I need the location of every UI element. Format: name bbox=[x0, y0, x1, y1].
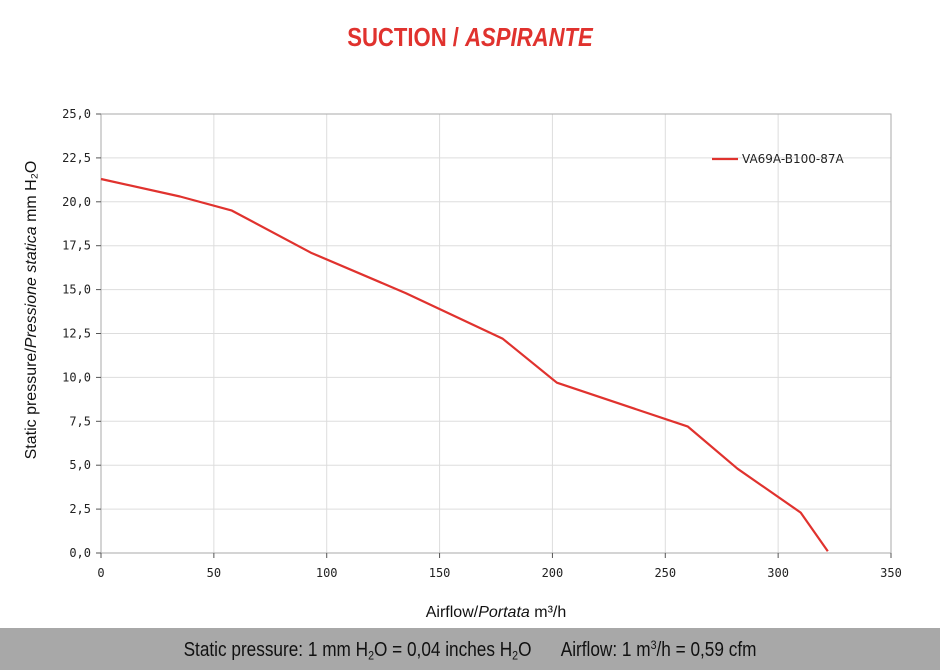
y-tick-label-7: 17,5 bbox=[62, 239, 91, 253]
x-tick-label-3: 150 bbox=[429, 566, 451, 580]
footer-bar bbox=[0, 628, 940, 670]
x-tick-label-4: 200 bbox=[542, 566, 564, 580]
y-tick-label-6: 15,0 bbox=[62, 283, 91, 297]
y-tick-label-4: 10,0 bbox=[62, 370, 91, 384]
y-tick-label-9: 22,5 bbox=[62, 151, 91, 165]
legend-label-0: VA69A-B100-87A bbox=[742, 152, 845, 166]
x-tick-label-6: 300 bbox=[767, 566, 789, 580]
x-tick-label-0: 0 bbox=[97, 566, 104, 580]
chart-grid bbox=[101, 114, 891, 553]
y-tick-label-10: 25,0 bbox=[62, 107, 91, 121]
y-tick-label-1: 2,5 bbox=[69, 502, 91, 516]
y-tick-label-3: 7,5 bbox=[69, 414, 91, 428]
footer-conversion-note: Static pressure: 1 mm H2O = 0,04 inches … bbox=[183, 638, 757, 663]
chart-title: SUCTION / ASPIRANTE bbox=[347, 22, 593, 52]
y-axis: 0,0 2,5 5,0 7,5 10,0 12,5 15,0 17,5 20,0 22,5 25,0 bbox=[62, 107, 101, 560]
x-tick-label-1: 50 bbox=[207, 566, 221, 580]
x-tick-label-2: 100 bbox=[316, 566, 338, 580]
x-tick-label-7: 350 bbox=[880, 566, 902, 580]
y-tick-label-8: 20,0 bbox=[62, 195, 91, 209]
series-line-0 bbox=[100, 177, 829, 552]
x-tick-label-5: 250 bbox=[654, 566, 676, 580]
y-tick-label-5: 12,5 bbox=[62, 327, 91, 341]
y-tick-label-0: 0,0 bbox=[69, 546, 91, 560]
series-group bbox=[100, 177, 829, 552]
x-axis-label: Airflow/Portata m³/h bbox=[426, 604, 567, 621]
x-axis: 0 50 100 150 200 250 300 350 bbox=[97, 553, 902, 580]
y-axis-label: Static pressure/Pressione statica mm H₂O bbox=[23, 161, 40, 460]
chart: 0 50 100 150 200 250 300 350 0,0 2,5 5,0 7,5 10,0 12… bbox=[23, 107, 902, 621]
y-tick-label-2: 5,0 bbox=[69, 458, 91, 472]
legend: VA69A-B100-87A bbox=[712, 152, 845, 166]
